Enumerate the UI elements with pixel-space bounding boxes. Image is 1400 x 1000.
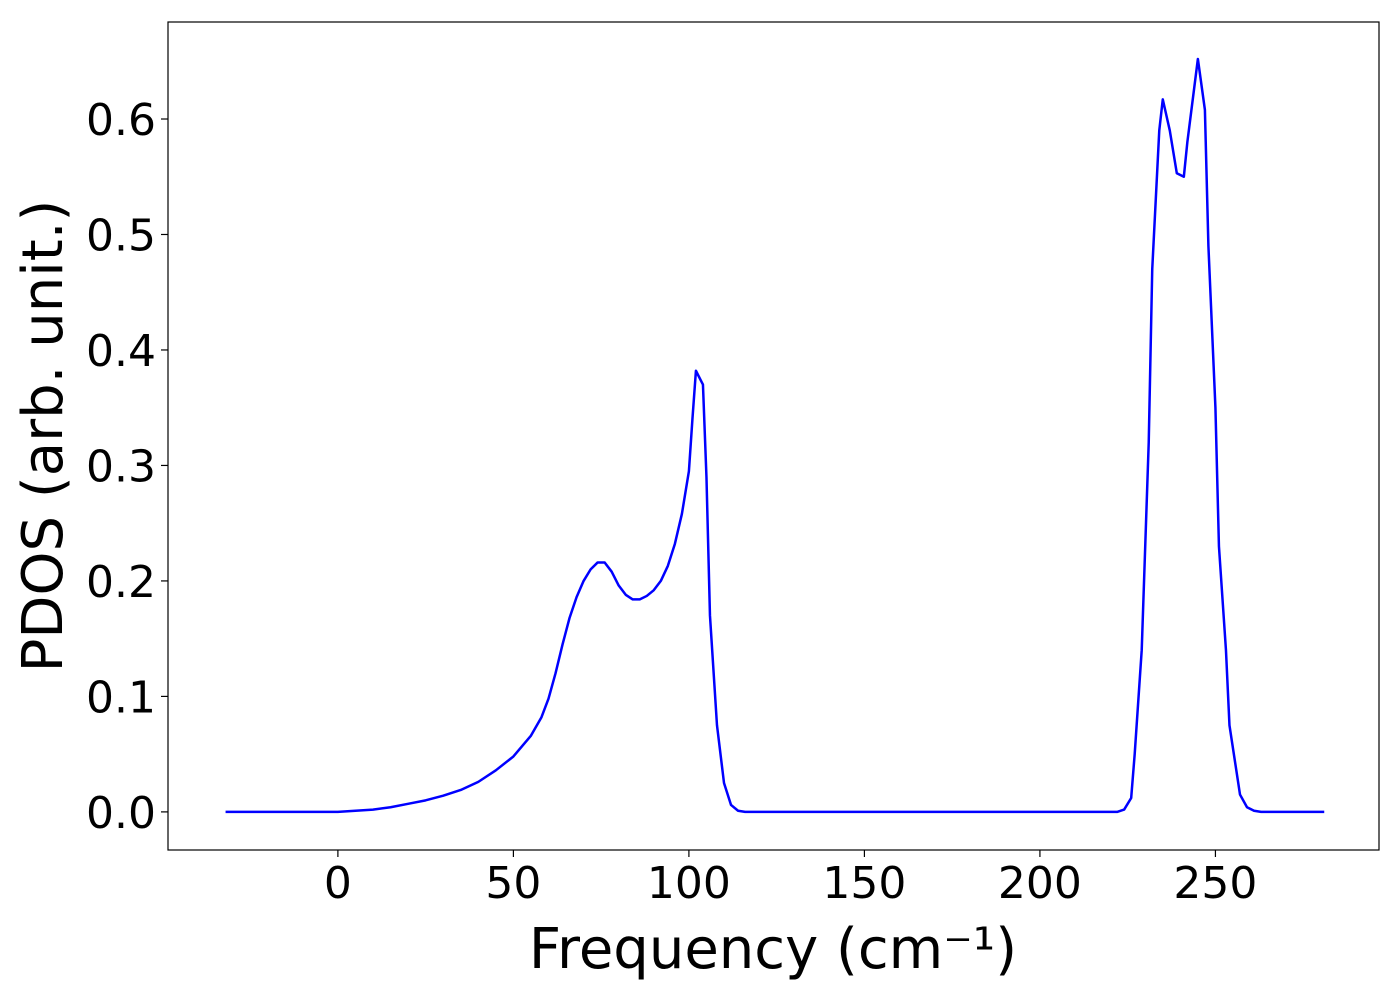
y-tick-label: 0.0 bbox=[86, 788, 156, 839]
y-tick-label: 0.3 bbox=[86, 441, 156, 492]
x-axis-label: Frequency (cm⁻¹) bbox=[529, 917, 1017, 982]
y-tick-label: 0.1 bbox=[86, 672, 156, 723]
x-tick-label: 250 bbox=[1173, 858, 1257, 909]
x-tick-label: 0 bbox=[324, 858, 352, 909]
line-series bbox=[225, 57, 1325, 814]
y-tick-label: 0.5 bbox=[86, 210, 156, 261]
y-tick-label: 0.6 bbox=[86, 95, 156, 146]
plot-frame bbox=[167, 21, 1380, 851]
x-tick-label: 200 bbox=[998, 858, 1082, 909]
x-tick-label: 100 bbox=[647, 858, 731, 909]
x-tick-label: 50 bbox=[485, 858, 541, 909]
x-tick-label: 150 bbox=[822, 858, 906, 909]
y-axis-label: PDOS (arb. unit.) bbox=[11, 200, 76, 673]
y-tick-label: 0.2 bbox=[86, 557, 156, 608]
y-tick-label: 0.4 bbox=[86, 326, 156, 377]
